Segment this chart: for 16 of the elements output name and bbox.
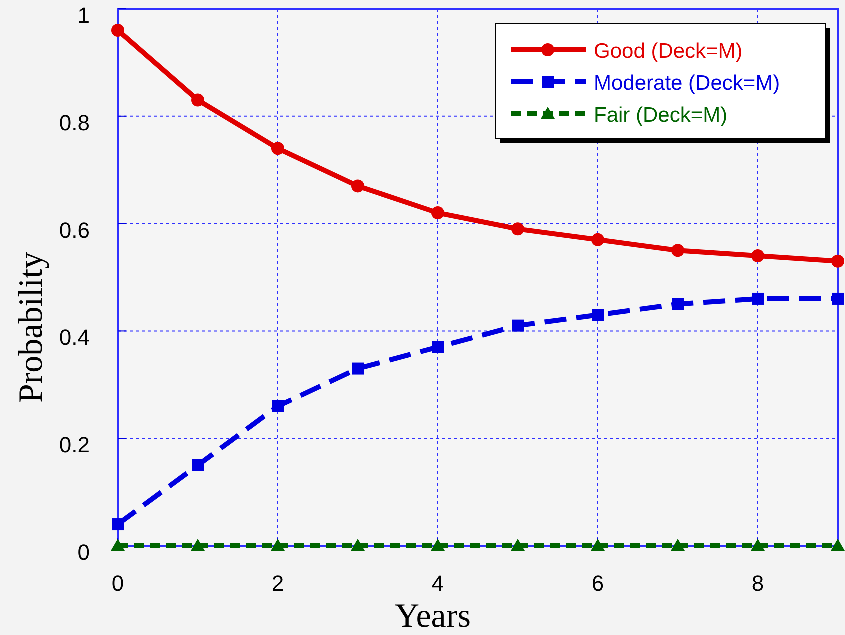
y-axis-title: Probability [13,252,50,404]
legend-label: Good (Deck=M) [594,40,743,63]
x-tick-label: 0 [112,571,124,596]
legend-label: Fair (Deck=M) [594,104,728,127]
x-axis-title: Years [395,598,471,635]
x-tick-label: 4 [432,571,444,596]
x-tick-label: 2 [272,571,284,596]
y-tick-label: 1 [78,3,90,28]
x-tick-label: 8 [752,571,764,596]
y-tick-label: 0.4 [59,325,90,350]
y-tick-label: 0.2 [59,432,90,458]
x-tick-label: 6 [592,571,604,596]
legend-label: Moderate (Deck=M) [594,72,780,95]
y-tick-label: 0 [78,540,90,565]
y-tick-label: 0.6 [59,218,90,243]
y-tick-label: 0.8 [59,110,90,136]
